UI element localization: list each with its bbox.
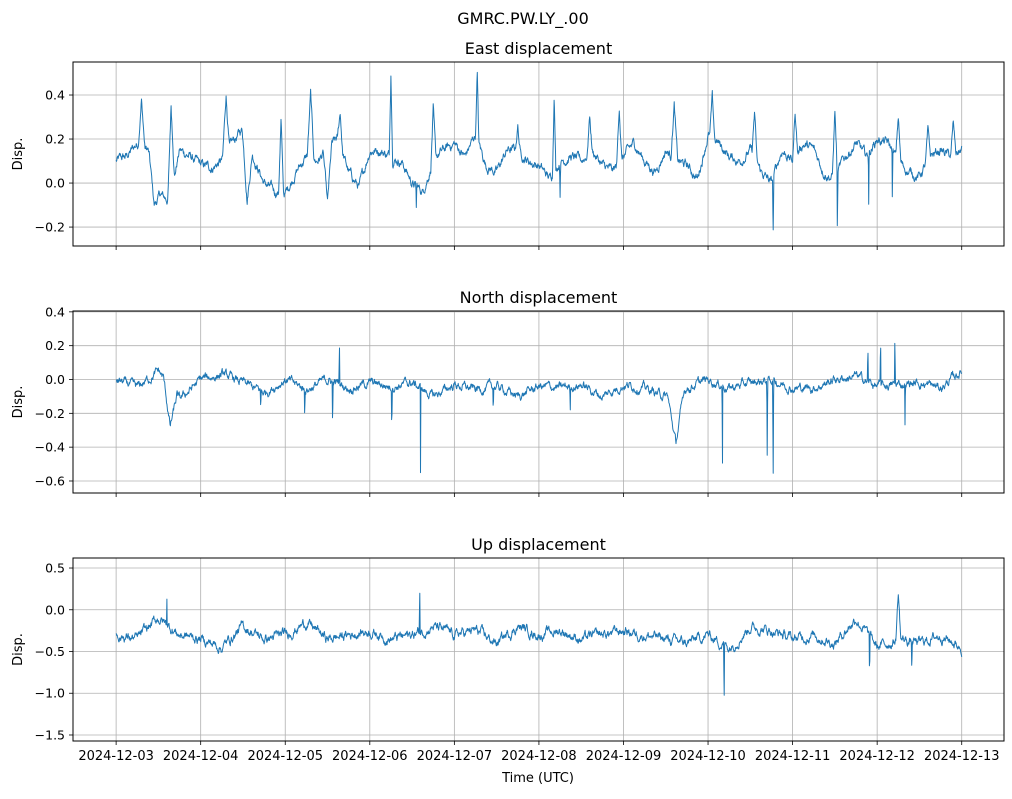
y-axis-label: Disp. (11, 386, 26, 419)
y-tick-label: 0.2 (45, 132, 65, 147)
y-tick-label: −1.0 (35, 686, 65, 701)
y-tick-label: −1.5 (35, 727, 65, 742)
panel-title: North displacement (460, 288, 618, 307)
panel-0: −0.2 0.0 0.2 0.4 East displacement Disp. (11, 39, 1005, 250)
panel-1: −0.6 −0.4 −0.2 0.0 0.2 0.4 North displacement D… (11, 288, 1005, 497)
y-axis-label: Disp. (11, 633, 26, 666)
panel-title: East displacement (465, 39, 612, 58)
y-tick-label: 0.0 (45, 176, 65, 191)
y-tick-label: 0.2 (45, 338, 65, 353)
axes-frame (72, 61, 1005, 247)
y-tick-label: −0.4 (35, 440, 65, 455)
axes-frame (72, 557, 1005, 742)
y-tick-label: 0.0 (45, 372, 65, 387)
panel-2: 2024-12-03 2024-12-04 2024-12-05 2024-12-06… (11, 535, 1005, 764)
figure-title: GMRC.PW.LY_.00 (457, 9, 589, 29)
y-tick-label: −0.5 (35, 644, 65, 659)
y-tick-label: 0.5 (45, 561, 65, 576)
y-tick-label: −0.2 (35, 406, 65, 421)
y-tick-label: −0.6 (35, 473, 65, 488)
x-tick-label: 2024-12-04 (163, 749, 239, 764)
series-line-north (115, 342, 963, 474)
x-tick-label: 2024-12-13 (924, 749, 1000, 764)
y-tick-label: 0.4 (45, 88, 65, 103)
x-tick-label: 2024-12-11 (755, 749, 831, 764)
y-axis-label: Disp. (11, 138, 26, 171)
y-tick-label: 0.4 (45, 304, 65, 319)
series-line-east (115, 71, 963, 231)
x-tick-label: 2024-12-03 (78, 749, 154, 764)
x-tick-label: 2024-12-12 (839, 749, 915, 764)
y-tick-label: −0.2 (35, 220, 65, 235)
x-tick-label: 2024-12-05 (247, 749, 323, 764)
x-tick-label: 2024-12-09 (586, 749, 662, 764)
axes-frame (72, 310, 1005, 494)
x-tick-label: 2024-12-07 (417, 749, 493, 764)
x-tick-label: 2024-12-10 (670, 749, 746, 764)
x-tick-label: 2024-12-06 (332, 749, 408, 764)
x-tick-label: 2024-12-08 (501, 749, 577, 764)
y-tick-label: 0.0 (45, 602, 65, 617)
series-line-up (115, 592, 963, 696)
panel-title: Up displacement (471, 535, 606, 554)
x-axis-label: Time (UTC) (501, 771, 574, 786)
